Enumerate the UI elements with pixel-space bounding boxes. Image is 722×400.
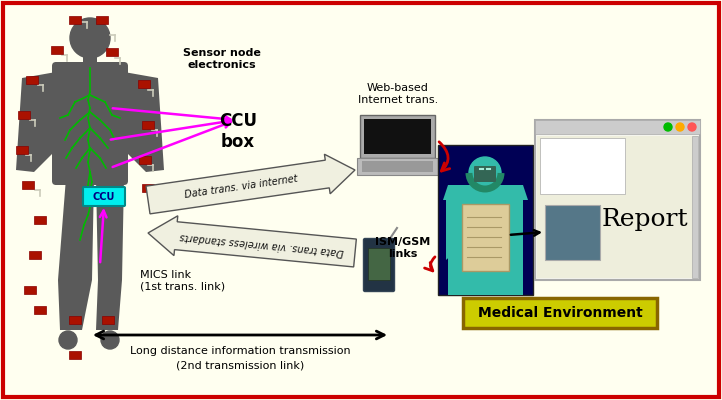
FancyBboxPatch shape <box>463 298 657 328</box>
FancyBboxPatch shape <box>540 138 625 194</box>
Polygon shape <box>96 178 124 330</box>
FancyBboxPatch shape <box>545 205 600 260</box>
FancyBboxPatch shape <box>26 76 38 84</box>
FancyBboxPatch shape <box>139 156 151 164</box>
Polygon shape <box>148 216 357 267</box>
FancyBboxPatch shape <box>34 216 46 224</box>
Text: Long distance information transmission
(2nd transmission link): Long distance information transmission (… <box>130 346 350 370</box>
FancyBboxPatch shape <box>364 119 431 154</box>
FancyBboxPatch shape <box>438 145 533 295</box>
FancyBboxPatch shape <box>362 161 433 172</box>
FancyBboxPatch shape <box>106 48 118 56</box>
FancyBboxPatch shape <box>360 115 435 158</box>
FancyBboxPatch shape <box>83 56 97 68</box>
Circle shape <box>676 123 684 131</box>
Text: Medical Environment: Medical Environment <box>478 306 643 320</box>
FancyBboxPatch shape <box>535 120 700 134</box>
FancyBboxPatch shape <box>29 251 41 259</box>
Text: Report: Report <box>601 208 688 231</box>
FancyBboxPatch shape <box>83 187 125 206</box>
FancyBboxPatch shape <box>69 16 81 24</box>
Circle shape <box>70 18 110 58</box>
FancyBboxPatch shape <box>138 80 150 88</box>
Polygon shape <box>16 72 56 172</box>
FancyBboxPatch shape <box>363 238 394 292</box>
Circle shape <box>664 123 672 131</box>
Circle shape <box>59 331 77 349</box>
Text: Web-based
Internet trans.: Web-based Internet trans. <box>358 83 438 105</box>
FancyBboxPatch shape <box>462 204 509 271</box>
Text: Data trans. via internet: Data trans. via internet <box>184 173 298 200</box>
Circle shape <box>469 157 501 189</box>
FancyBboxPatch shape <box>51 46 63 54</box>
FancyBboxPatch shape <box>96 16 108 24</box>
FancyBboxPatch shape <box>52 62 128 185</box>
FancyBboxPatch shape <box>24 286 36 294</box>
Text: ISM/GSM
links: ISM/GSM links <box>375 237 430 258</box>
FancyBboxPatch shape <box>102 316 114 324</box>
FancyBboxPatch shape <box>69 316 81 324</box>
Polygon shape <box>58 178 94 330</box>
FancyBboxPatch shape <box>357 158 438 175</box>
Text: Sensor node
electronics: Sensor node electronics <box>183 48 261 70</box>
Text: MICS link
(1st trans. link): MICS link (1st trans. link) <box>140 270 225 292</box>
FancyBboxPatch shape <box>535 120 700 280</box>
Polygon shape <box>443 185 528 295</box>
Text: CCU
box: CCU box <box>219 112 257 151</box>
Text: CCU: CCU <box>93 192 116 202</box>
FancyBboxPatch shape <box>22 181 34 189</box>
FancyBboxPatch shape <box>34 306 46 314</box>
FancyBboxPatch shape <box>16 146 28 154</box>
FancyBboxPatch shape <box>692 136 698 278</box>
Circle shape <box>101 331 119 349</box>
FancyBboxPatch shape <box>474 166 496 182</box>
Polygon shape <box>446 200 463 260</box>
FancyBboxPatch shape <box>69 351 81 359</box>
Text: Data trans. via wireless standarts: Data trans. via wireless standarts <box>179 231 344 257</box>
Circle shape <box>688 123 696 131</box>
Polygon shape <box>146 154 355 214</box>
FancyBboxPatch shape <box>142 184 154 192</box>
Polygon shape <box>124 72 164 172</box>
FancyBboxPatch shape <box>142 121 154 129</box>
FancyBboxPatch shape <box>537 136 698 278</box>
FancyBboxPatch shape <box>18 111 30 119</box>
FancyBboxPatch shape <box>368 248 390 280</box>
